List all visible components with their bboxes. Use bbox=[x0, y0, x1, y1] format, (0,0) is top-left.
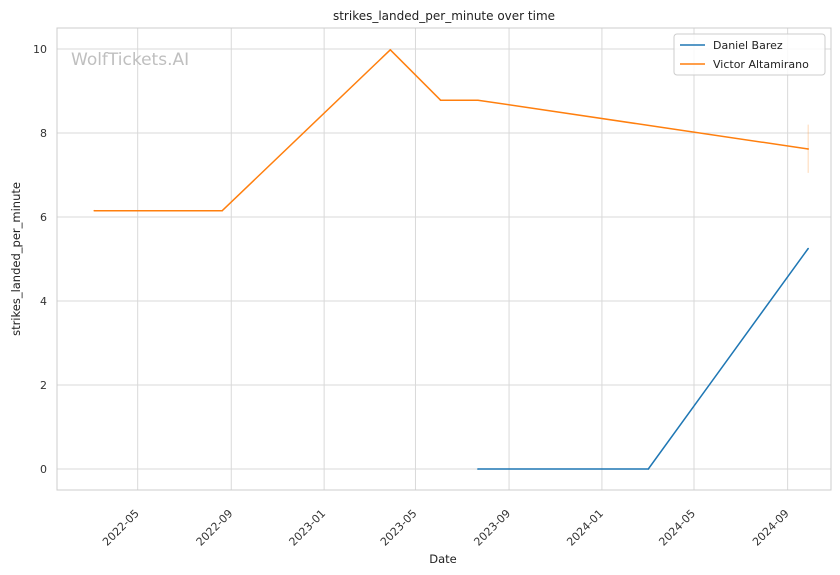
watermark: WolfTickets.AI bbox=[71, 50, 189, 70]
y-tick-label: 0 bbox=[40, 463, 47, 476]
legend-box bbox=[673, 33, 826, 76]
series-layer bbox=[93, 49, 809, 470]
plot-area bbox=[57, 28, 831, 490]
y-axis-label: strikes_landed_per_minute bbox=[9, 182, 23, 336]
data-point-victor-altamirano bbox=[389, 49, 392, 51]
data-point-victor-altamirano bbox=[221, 209, 223, 212]
y-tick-label: 6 bbox=[40, 211, 47, 224]
data-point-daniel-barez bbox=[807, 247, 809, 250]
y-tick-label: 10 bbox=[33, 43, 47, 56]
y-tick-label: 2 bbox=[40, 379, 47, 392]
data-point-daniel-barez bbox=[647, 468, 650, 470]
y-tick-label: 4 bbox=[40, 295, 47, 308]
y-axis-ticks: 0 2 4 6 8 10 bbox=[33, 43, 47, 476]
y-tick-label: 8 bbox=[40, 127, 47, 140]
x-axis-label: Date bbox=[429, 552, 457, 566]
chart-title: strikes_landed_per_minute over time bbox=[333, 9, 555, 23]
data-point-victor-altamirano bbox=[477, 99, 479, 102]
series-line-victor-altamirano bbox=[94, 49, 809, 212]
data-point-victor-altamirano bbox=[93, 209, 96, 212]
legend: Daniel Barez Victor Altamirano bbox=[673, 33, 826, 76]
legend-label-victor-altamirano: Victor Altamirano bbox=[713, 58, 809, 71]
gridlines bbox=[57, 28, 831, 490]
data-point-victor-altamirano bbox=[807, 148, 809, 150]
data-point-daniel-barez bbox=[477, 468, 479, 470]
data-point-victor-altamirano bbox=[439, 99, 442, 102]
plot-border bbox=[56, 27, 832, 491]
legend-label-daniel-barez: Daniel Barez bbox=[713, 39, 783, 52]
